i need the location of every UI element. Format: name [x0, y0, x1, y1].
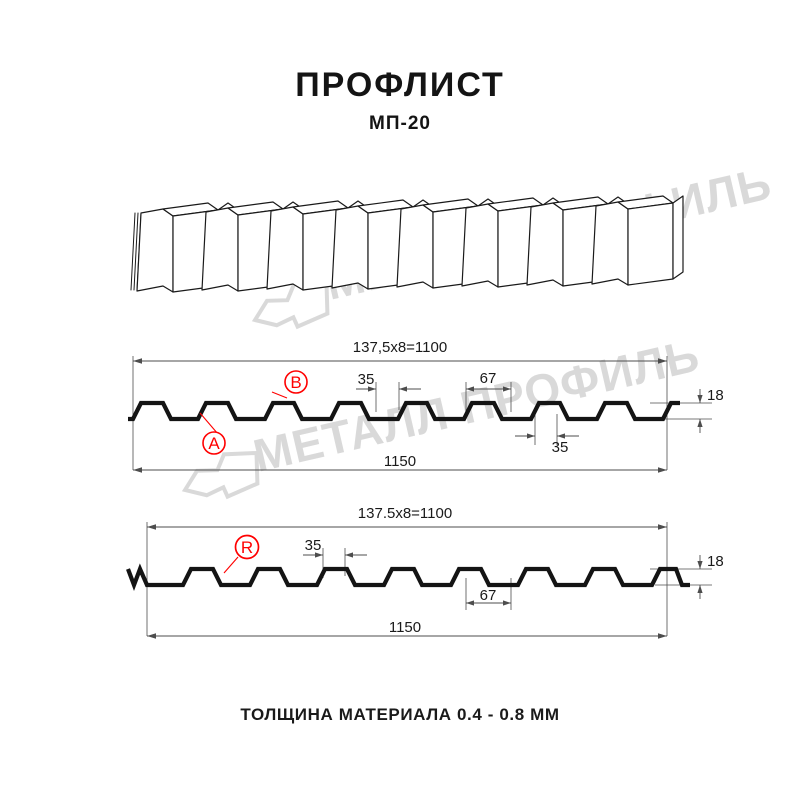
dim-valley-top: 67	[466, 370, 511, 392]
dim-height-label-bottom: 18	[707, 553, 724, 570]
footer-block: ТОЛЩИНА МАТЕРИАЛА 0.4 - 0.8 ММ	[0, 705, 800, 725]
watermark-logo-icon-2	[181, 450, 260, 500]
dim-rib-label-bottom: 35	[305, 537, 322, 554]
dim-rib-bottom: 35	[303, 537, 367, 558]
dim-rib-lower-label-top: 35	[552, 439, 569, 456]
profile-section-bottom	[126, 563, 690, 591]
page-title: ПРОФЛИСТ	[295, 66, 505, 104]
product-model: МП-20	[369, 113, 431, 134]
watermark-logo-icon	[251, 280, 330, 330]
rib-face	[136, 208, 174, 293]
marker-a-label: A	[208, 434, 220, 453]
title-block: ПРОФЛИСТ МП-20	[0, 68, 800, 133]
marker-a: A	[199, 412, 226, 455]
extension-lines-bottom	[146, 522, 712, 636]
dim-height-label-top: 18	[707, 387, 724, 404]
marker-r: R	[223, 534, 260, 574]
marker-b: B	[271, 370, 308, 399]
marker-b-label: B	[290, 373, 301, 392]
profile-section-top	[128, 400, 680, 422]
dim-module-top: 137,5x8=1100	[133, 339, 667, 364]
dim-overall-label-top: 1150	[384, 453, 416, 470]
marker-r-label: R	[241, 538, 253, 557]
diagram-bottom: 137.5x8=1100 1150 35 67	[126, 505, 724, 639]
isometric-view	[130, 195, 684, 293]
dim-rib-top: 35	[356, 371, 421, 392]
watermark-text-2: МЕТАЛЛ ПРОФИЛЬ	[249, 329, 705, 482]
dim-rib-lower-top: 35	[515, 433, 579, 456]
material-thickness-label: ТОЛЩИНА МАТЕРИАЛА 0.4 - 0.8 ММ	[240, 705, 560, 724]
dim-height-bottom: 18	[697, 553, 724, 599]
dim-module-label-top: 137,5x8=1100	[353, 339, 447, 356]
dim-overall-label-bottom: 1150	[389, 619, 421, 636]
dim-overall-top: 1150	[133, 453, 667, 473]
dim-module-label-bottom: 137.5x8=1100	[358, 505, 452, 522]
dim-module-bottom: 137.5x8=1100	[147, 505, 667, 530]
dim-overall-bottom: 1150	[147, 619, 667, 639]
dim-rib-label-top: 35	[358, 371, 375, 388]
diagram-top: 137,5x8=1100 1150 35 67	[128, 339, 724, 473]
dim-valley-label-bottom: 67	[480, 587, 497, 604]
dim-valley-bottom: 67	[466, 587, 511, 606]
dim-height-top: 18	[697, 387, 724, 433]
dim-valley-label-top: 67	[480, 370, 497, 387]
